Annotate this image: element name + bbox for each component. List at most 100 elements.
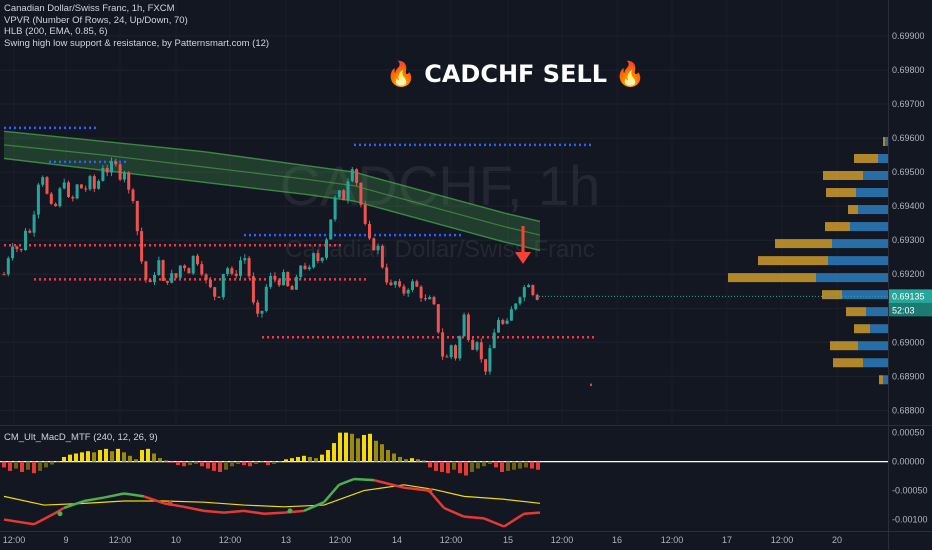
macd-histogram-bar xyxy=(74,453,78,462)
symbol-title: Canadian Dollar/Swiss Franc, 1h, FXCM xyxy=(4,3,175,14)
candle-body xyxy=(329,219,333,240)
candle-body xyxy=(15,246,19,249)
candle-body xyxy=(316,253,320,261)
price-tick-label: 0.68900 xyxy=(892,371,925,381)
macd-histogram-bar xyxy=(284,459,288,462)
candle-body xyxy=(518,297,522,304)
indicator-vpvr[interactable]: VPVR (Number Of Rows, 24, Up/Down, 70) xyxy=(4,14,188,26)
candle-body xyxy=(226,268,230,274)
volume-profile-down-bar xyxy=(854,153,878,163)
candle-body xyxy=(110,161,113,173)
candle-body xyxy=(372,238,376,251)
indicator-hlb[interactable]: HLB (200, EMA, 0.85, 6) xyxy=(4,26,108,37)
volume-profile-down-bar xyxy=(822,290,842,300)
candle-body xyxy=(221,273,225,298)
time-tick-label: 17 xyxy=(722,535,732,545)
candle-body xyxy=(118,164,122,180)
volume-profile-down-bar xyxy=(830,341,858,351)
candle-body xyxy=(200,264,204,275)
macd-histogram-bar xyxy=(338,432,342,462)
macd-histogram-bar xyxy=(326,450,330,462)
macd-histogram-bar xyxy=(200,461,204,467)
candle-body xyxy=(527,285,531,288)
candle-body xyxy=(67,182,70,197)
price-tick-label: 0.69600 xyxy=(892,133,925,143)
macd-line-segment xyxy=(53,506,65,515)
candle-body xyxy=(462,314,466,337)
macd-histogram-bar xyxy=(446,461,450,474)
time-tick-label: 9 xyxy=(63,535,68,545)
macd-histogram-bar xyxy=(104,448,108,462)
macd-histogram-bar xyxy=(260,461,264,463)
macd-histogram-bar xyxy=(308,456,312,462)
macd-histogram-bar xyxy=(188,461,192,466)
candle-body xyxy=(157,260,161,275)
candle-body xyxy=(247,258,251,277)
candle-body xyxy=(294,276,298,290)
candle-body xyxy=(28,230,32,233)
trade-annotation[interactable]: 🔥 CADCHF SELL 🔥 xyxy=(386,60,646,88)
candle-body xyxy=(54,203,58,207)
macd-histogram-bar xyxy=(314,458,318,462)
candle-body xyxy=(191,255,195,274)
candle-body xyxy=(406,289,410,294)
macd-histogram-bar xyxy=(98,450,102,462)
candle-body xyxy=(183,265,187,269)
candle-body xyxy=(346,181,350,201)
candle-body xyxy=(522,287,526,298)
candle-body xyxy=(196,255,199,265)
candle-body xyxy=(41,177,45,185)
candle-body xyxy=(441,332,445,357)
macd-histogram-bar xyxy=(422,460,426,462)
macd-line-segment xyxy=(463,515,485,520)
macd-histogram-bar xyxy=(20,461,24,473)
macd-line-segment xyxy=(103,492,125,499)
candle-body xyxy=(6,258,10,275)
macd-signal-line xyxy=(3,484,541,508)
macd-histogram-bar xyxy=(32,461,36,474)
macd-line-segment xyxy=(83,496,105,503)
macd-legend[interactable]: CM_Ult_MacD_MTF (240, 12, 26, 9) xyxy=(4,432,158,443)
candle-body xyxy=(101,167,105,182)
macd-histogram-bar xyxy=(320,454,324,462)
macd-histogram-bar xyxy=(500,461,504,473)
macd-cross-dot xyxy=(427,488,433,494)
volume-profile-up-bar xyxy=(850,222,888,232)
macd-histogram-bar xyxy=(134,459,138,462)
candle-body xyxy=(509,309,513,321)
candle-body xyxy=(398,281,402,287)
macd-histogram-bar xyxy=(290,458,294,462)
macd-histogram-bar xyxy=(386,450,390,462)
candle-body xyxy=(454,345,457,359)
candle-body xyxy=(307,267,311,270)
time-tick-label: 12:00 xyxy=(771,535,794,545)
price-tick-label: 0.69800 xyxy=(892,65,925,75)
volume-profile-up-bar xyxy=(858,341,888,351)
candle-body xyxy=(269,275,273,287)
macd-histogram-bar xyxy=(458,461,462,474)
macd-histogram-bar xyxy=(380,444,384,462)
candle-body xyxy=(415,281,419,287)
time-tick-label: 12:00 xyxy=(440,535,463,545)
candle-body xyxy=(62,182,66,189)
macd-histogram-bar xyxy=(398,456,402,462)
candle-body xyxy=(32,214,36,233)
macd-histogram-bar xyxy=(176,461,180,466)
macd-line-segment xyxy=(223,509,245,514)
macd-tick-label: 0.00000 xyxy=(892,457,925,467)
candle-body xyxy=(531,285,535,295)
macd-histogram-bar xyxy=(182,461,186,467)
price-tick-label: 0.69700 xyxy=(892,99,925,109)
volume-profile-up-bar xyxy=(828,256,888,266)
indicator-swing[interactable]: Swing high low support & resistance, by … xyxy=(4,37,270,49)
volume-profile-down-bar xyxy=(846,307,866,317)
volume-profile-down-bar xyxy=(728,273,816,283)
macd-histogram-bar xyxy=(236,461,240,464)
candle-body xyxy=(239,260,242,276)
macd-histogram-bar xyxy=(158,458,162,462)
candle-body xyxy=(471,339,475,350)
hlb-upper-line xyxy=(3,130,541,223)
candle-body xyxy=(204,274,208,280)
time-tick-label: 16 xyxy=(612,535,622,545)
